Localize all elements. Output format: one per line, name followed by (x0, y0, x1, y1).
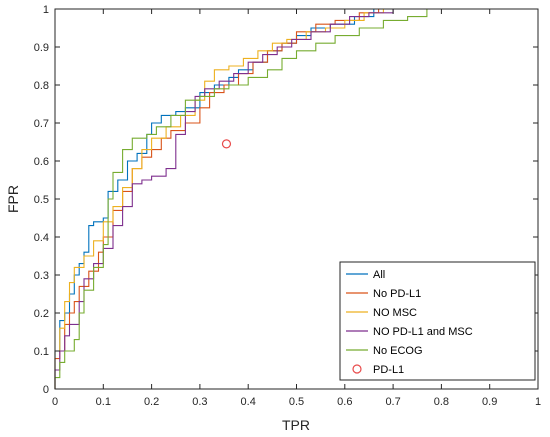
x-tick-label: 0.4 (241, 396, 256, 408)
x-tick-label: 0.2 (144, 396, 159, 408)
series-line-4 (54, 8, 538, 389)
legend-box (339, 261, 536, 381)
legend-label: PD-L1 (373, 364, 404, 376)
marker-layer (221, 139, 232, 149)
series-line-2 (54, 8, 538, 389)
legend-entries: All No PD-L1 NO MSC NO PD-L1 and MSC No ECOG… (346, 269, 473, 376)
x-tick-label: 0.3 (192, 396, 207, 408)
legend-swatch-marker (352, 364, 362, 374)
tick-layer: 0 0.1 0.2 0.3 0.4 0.5 0.6 0.7 0.8 0.9 1 0 0.1 0.2 0.3 0… (34, 4, 541, 408)
y-tick-label: 0.5 (34, 194, 49, 206)
x-tick-label: 1 (535, 396, 541, 408)
y-tick-label: 0.9 (34, 42, 49, 54)
legend-label: All (373, 269, 385, 281)
legend-label: NO PD-L1 and MSC (373, 326, 473, 338)
y-tick-label: 0.2 (34, 308, 49, 320)
marker-point-0 (221, 139, 232, 149)
y-tick-label: 0.3 (34, 270, 49, 282)
x-tick-label: 0 (52, 396, 58, 408)
legend: All No PD-L1 NO MSC NO PD-L1 and MSC No ECOG… (339, 261, 536, 381)
y-tick-label: 0.4 (34, 232, 49, 244)
y-axis-label: FPR (5, 185, 21, 213)
x-tick-label: 0.7 (385, 396, 400, 408)
y-tick-label: 0.6 (34, 156, 49, 168)
y-tick-label: 0.1 (34, 346, 49, 358)
x-tick-label: 0.8 (434, 396, 449, 408)
legend-label: NO MSC (373, 307, 417, 319)
series-layer (54, 8, 538, 389)
y-tick-label: 1 (43, 4, 49, 16)
y-tick-label: 0.8 (34, 80, 49, 92)
series-line-3 (54, 8, 538, 389)
x-tick-label: 0.1 (96, 396, 111, 408)
x-tick-label: 0.6 (337, 396, 352, 408)
x-tick-label: 0.5 (289, 396, 304, 408)
y-tick-label: 0 (43, 384, 49, 396)
legend-label: No ECOG (373, 345, 423, 357)
y-tick-label: 0.7 (34, 118, 49, 130)
x-tick-label: 0.9 (482, 396, 497, 408)
legend-label: No PD-L1 (373, 288, 421, 300)
x-axis-label: TPR (282, 417, 310, 433)
